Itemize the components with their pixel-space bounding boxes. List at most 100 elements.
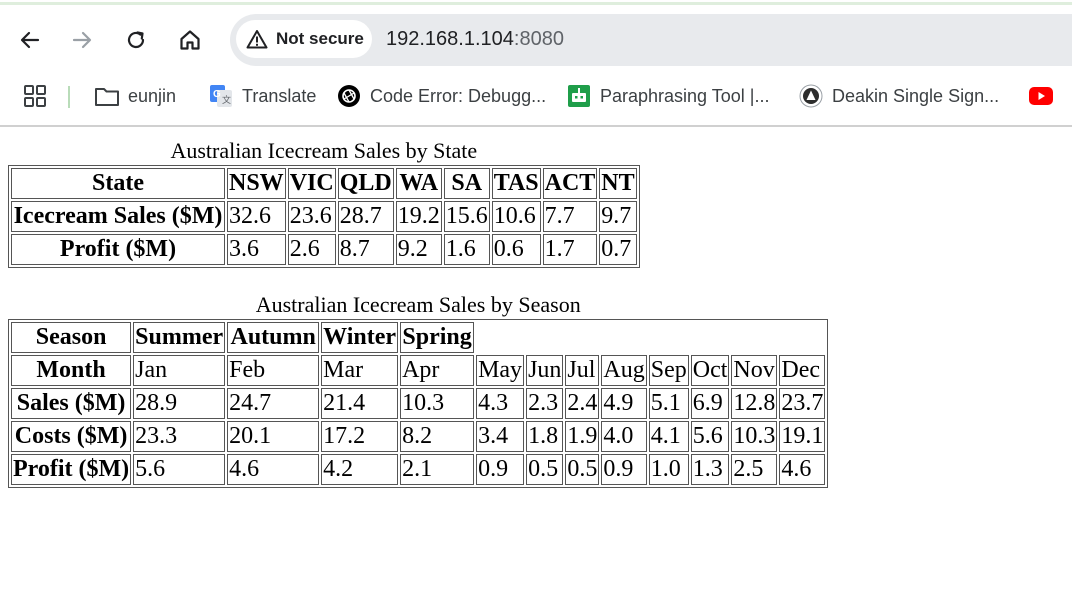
month-header-row: Month Jan Feb Mar Apr May Jun Jul Aug Se… [11, 355, 826, 386]
forward-arrow-icon [72, 31, 92, 49]
toolbar-divider [0, 125, 1072, 127]
table-cell: 24.7 [227, 388, 320, 419]
warning-icon [246, 30, 268, 49]
header-cell: Winter [321, 322, 399, 353]
empty-cell [476, 322, 825, 353]
bookmark-paraphrasing[interactable]: Paraphrasing Tool |... [566, 82, 769, 110]
table-cell: 10.3 [400, 388, 475, 419]
header-cell: ACT [542, 168, 598, 199]
bookmark-deakin[interactable]: Deakin Single Sign... [798, 82, 999, 110]
page-content: Australian Icecream Sales by State State… [8, 138, 829, 488]
table-cell: 2.4 [565, 388, 600, 419]
table-row: Icecream Sales ($M) 32.6 23.6 28.7 19.2 … [11, 201, 637, 232]
table-cell: 23.6 [287, 201, 336, 232]
table-cell: 0.7 [599, 234, 637, 265]
header-cell: Summer [133, 322, 226, 353]
header-cell: SA [443, 168, 490, 199]
table-cell: 2.6 [287, 234, 336, 265]
bookmarks-bar: eunjin G 文 Translate Code Error: Debugg.… [0, 74, 1072, 116]
state-sales-table: Australian Icecream Sales by State State… [8, 138, 640, 268]
address-bar[interactable]: Not secure 192.168.1.104:8080 [230, 14, 1072, 66]
month-cell: Jun [526, 355, 564, 386]
header-cell: QLD [337, 168, 394, 199]
month-cell: Sep [648, 355, 689, 386]
table-row: Costs ($M) 23.3 20.1 17.2 8.2 3.4 1.8 1.… [11, 421, 826, 452]
reload-button[interactable] [120, 24, 152, 56]
back-button[interactable] [14, 24, 46, 56]
header-cell: Spring [400, 322, 475, 353]
header-cell: State [11, 168, 225, 199]
table-cell: 4.2 [321, 454, 399, 485]
bookmark-youtube[interactable] [1028, 82, 1062, 110]
page-load-bar [0, 2, 1072, 5]
bookmarks-separator [68, 86, 70, 108]
header-cell: NSW [227, 168, 286, 199]
table-cell: 4.6 [779, 454, 826, 485]
table-cell: 0.9 [476, 454, 525, 485]
table-cell: 2.3 [526, 388, 564, 419]
row-header: Sales ($M) [11, 388, 132, 419]
table-cell: 0.6 [491, 234, 541, 265]
table-cell: 12.8 [731, 388, 778, 419]
home-button[interactable] [174, 24, 206, 56]
month-cell: Apr [400, 355, 475, 386]
openai-icon [336, 83, 362, 109]
browser-toolbar: Not secure 192.168.1.104:8080 [0, 8, 1072, 72]
table-caption: Australian Icecream Sales by State [170, 138, 478, 163]
table-cell: 0.9 [601, 454, 647, 485]
table-cell: 21.4 [321, 388, 399, 419]
table-cell: 20.1 [227, 421, 320, 452]
table-cell: 3.6 [227, 234, 286, 265]
table-cell: 28.7 [337, 201, 394, 232]
table-cell: 17.2 [321, 421, 399, 452]
table-cell: 4.6 [227, 454, 320, 485]
bookmark-label: Translate [242, 85, 317, 106]
google-translate-icon: G 文 [208, 83, 234, 109]
table-cell: 1.6 [443, 234, 490, 265]
table-cell: 0.5 [565, 454, 600, 485]
row-header: Costs ($M) [11, 421, 132, 452]
table-cell: 1.8 [526, 421, 564, 452]
table-cell: 8.2 [400, 421, 475, 452]
url-text[interactable]: 192.168.1.104:8080 [386, 28, 564, 51]
bookmark-code-error[interactable]: Code Error: Debugg... [336, 82, 546, 110]
table-cell: 0.5 [526, 454, 564, 485]
table-cell: 4.0 [601, 421, 647, 452]
table-cell: 4.9 [601, 388, 647, 419]
month-cell: Dec [779, 355, 826, 386]
table-header-row: State NSW VIC QLD WA SA TAS ACT NT [11, 168, 637, 199]
header-cell: VIC [287, 168, 336, 199]
row-header: Profit ($M) [11, 454, 132, 485]
forward-button[interactable] [66, 24, 98, 56]
table-cell: 28.9 [133, 388, 226, 419]
back-arrow-icon [20, 31, 40, 49]
table-cell: 5.6 [690, 421, 730, 452]
table-cell: 5.6 [133, 454, 226, 485]
month-cell: Feb [227, 355, 320, 386]
bookmark-label: Code Error: Debugg... [370, 85, 547, 106]
security-label: Not secure [276, 29, 364, 48]
table-cell: 19.1 [779, 421, 826, 452]
svg-text:文: 文 [222, 94, 231, 106]
table-cell: 8.7 [337, 234, 394, 265]
table-caption: Australian Icecream Sales by Season [255, 292, 581, 317]
table-row: Profit ($M) 3.6 2.6 8.7 9.2 1.6 0.6 1.7 … [11, 234, 637, 265]
table-cell: 5.1 [648, 388, 689, 419]
table-cell: 2.1 [400, 454, 475, 485]
table-cell: 6.9 [690, 388, 730, 419]
bookmark-translate[interactable]: G 文 Translate [208, 82, 316, 110]
apps-button[interactable] [22, 82, 48, 110]
month-cell: Aug [601, 355, 647, 386]
table-cell: 19.2 [395, 201, 442, 232]
row-header: Icecream Sales ($M) [11, 201, 225, 232]
apps-grid-icon [24, 85, 46, 107]
table-cell: 3.4 [476, 421, 525, 452]
bookmark-eunjin[interactable]: eunjin [94, 82, 176, 110]
youtube-icon [1028, 83, 1054, 109]
security-chip[interactable]: Not secure [236, 20, 372, 58]
table-cell: 4.3 [476, 388, 525, 419]
table-cell: 23.7 [779, 388, 826, 419]
header-cell: NT [599, 168, 637, 199]
table-cell: 1.0 [648, 454, 689, 485]
url-host: 192.168.1.104 [386, 28, 514, 50]
